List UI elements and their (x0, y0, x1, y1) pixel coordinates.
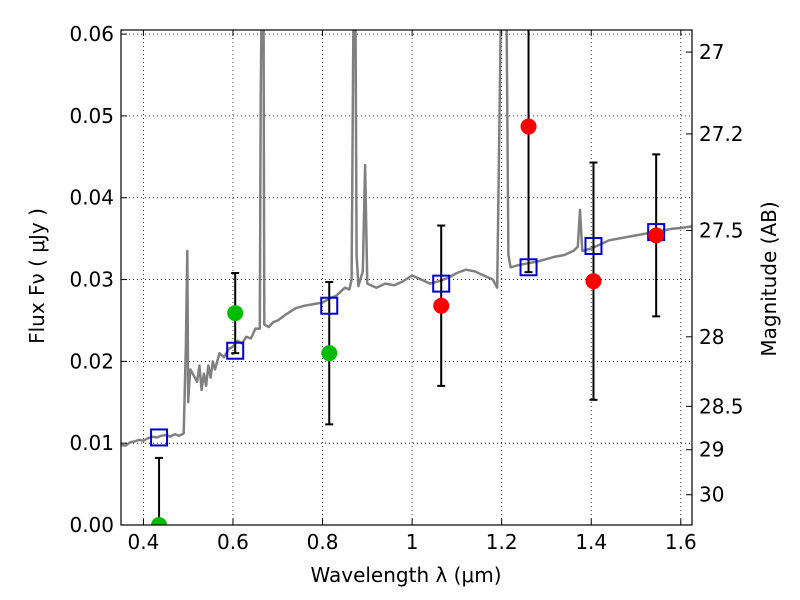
y2-tick-label: 28 (699, 325, 724, 349)
observed-point (649, 228, 664, 243)
y-axis-label: Flux Fν ( μJy ) (25, 208, 49, 344)
x-tick-label: 1.2 (486, 530, 518, 554)
x-tick-label: 1.6 (665, 530, 697, 554)
observed-point (228, 306, 243, 321)
plot-area (121, 0, 692, 533)
x-tick-label: 1 (406, 530, 419, 554)
plot-frame (121, 30, 692, 525)
spectrum-line (121, 0, 692, 446)
observed-point (322, 346, 337, 361)
x-axis-label: Wavelength λ (μm) (310, 563, 501, 587)
y2-tick-label: 30 (699, 483, 724, 507)
observed-point (521, 119, 536, 134)
sed-chart: 0.4 0.6 0.8 1 1.2 1.4 1.6 0.00 0.01 0.02 0.03 0.04 0… (0, 0, 800, 600)
y2-tick-label: 27.5 (699, 218, 744, 242)
x-tick-label: 0.6 (217, 530, 249, 554)
y-tick-label: 0.02 (69, 349, 114, 373)
x-tick-label: 1.4 (575, 530, 607, 554)
observed-point (434, 298, 449, 313)
y-tick-label: 0.06 (69, 22, 114, 46)
x-tick-label: 0.8 (307, 530, 339, 554)
y-tick-label: 0.03 (69, 268, 114, 292)
y-tick-label: 0.01 (69, 431, 114, 455)
y2-tick-label: 29 (699, 438, 724, 462)
y2-axis-label: Magnitude (AB) (757, 201, 781, 356)
y-tick-label: 0.05 (69, 104, 114, 128)
observed-point (586, 274, 601, 289)
axes: 0.4 0.6 0.8 1 1.2 1.4 1.6 0.00 0.01 0.02 0.03 0.04 0… (69, 22, 743, 554)
y2-tick-label: 28.5 (699, 394, 744, 418)
y2-tick-label: 27 (699, 40, 724, 64)
x-tick-label: 0.4 (127, 530, 159, 554)
y-tick-label: 0.04 (69, 186, 114, 210)
grid (121, 30, 692, 525)
y-tick-label: 0.00 (69, 513, 114, 537)
y2-tick-label: 27.2 (699, 122, 744, 146)
